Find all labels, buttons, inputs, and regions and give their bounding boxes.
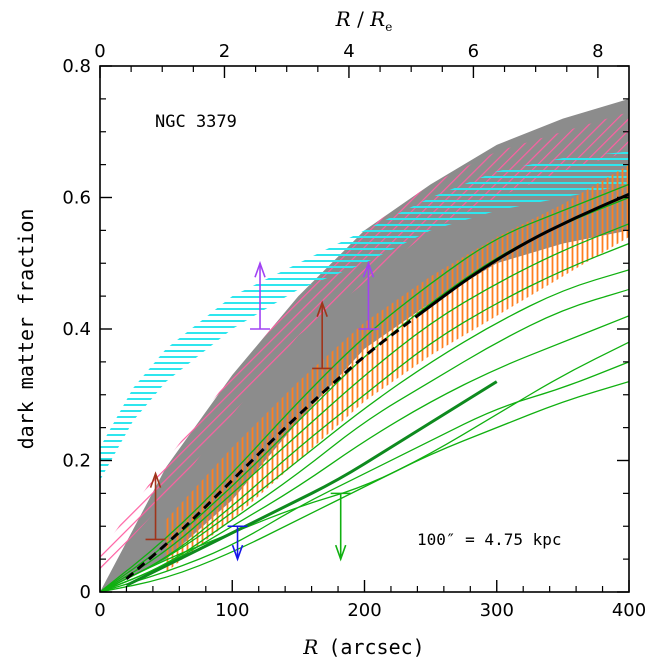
uncertainty-bands (100, 98, 629, 592)
x-tick-label: 100 (215, 600, 249, 621)
green-model-curve (100, 315, 629, 592)
green-model-curve (100, 288, 629, 592)
limit-head (254, 260, 266, 278)
top-tick-label: 8 (592, 41, 603, 62)
y-tick-label: 0.6 (62, 188, 91, 209)
lower-limit-arrow (145, 471, 166, 541)
green-model-curve (100, 341, 629, 592)
limit-head (231, 544, 244, 562)
top-tick-label: 4 (343, 41, 354, 62)
limit-head (316, 300, 328, 317)
model-curves (100, 183, 629, 592)
x-axis-label: R (arcsec) (302, 635, 424, 659)
y-tick-label: 0.4 (62, 319, 91, 340)
limit-arrows (145, 260, 379, 562)
upper-limit-arrow (227, 525, 248, 562)
green-model-curve (100, 183, 629, 592)
thick-green-curve (125, 380, 498, 587)
lower-limit-arrow (250, 260, 271, 330)
x-tick-label: 0 (94, 600, 105, 621)
galaxy-label: NGC 3379 (155, 112, 237, 132)
upper-limit-arrow (330, 492, 351, 562)
y-tick-label: 0.8 (62, 56, 91, 77)
lower-limit-arrow (358, 260, 379, 330)
x-tick-label: 400 (612, 600, 646, 621)
green-model-curve (100, 242, 629, 592)
limit-head (334, 544, 347, 562)
top-tick-label: 6 (468, 41, 479, 62)
x-tick-label: 300 (480, 600, 514, 621)
lower-limit-arrow (312, 300, 333, 370)
y-axis-label: dark matter fraction (14, 209, 38, 450)
y-tick-label: 0 (80, 582, 91, 603)
band-cyan (100, 151, 629, 481)
green-model-curve (100, 380, 629, 592)
scale-label: 100″ = 4.75 kpc (417, 530, 562, 549)
green-model-curve (100, 361, 629, 592)
green-model-curve (100, 223, 629, 592)
green-model-curve (100, 269, 629, 592)
top-tick-label: 0 (94, 41, 105, 62)
y-tick-label: 0.2 (62, 451, 91, 472)
limit-head (149, 471, 162, 488)
black-dashed-curve (125, 314, 419, 580)
top-tick-label: 2 (219, 41, 230, 62)
limit-head (362, 260, 375, 278)
x-tick-label: 200 (347, 600, 381, 621)
top-axis-label: R / Re (335, 7, 393, 34)
black-solid-curve (416, 192, 629, 318)
